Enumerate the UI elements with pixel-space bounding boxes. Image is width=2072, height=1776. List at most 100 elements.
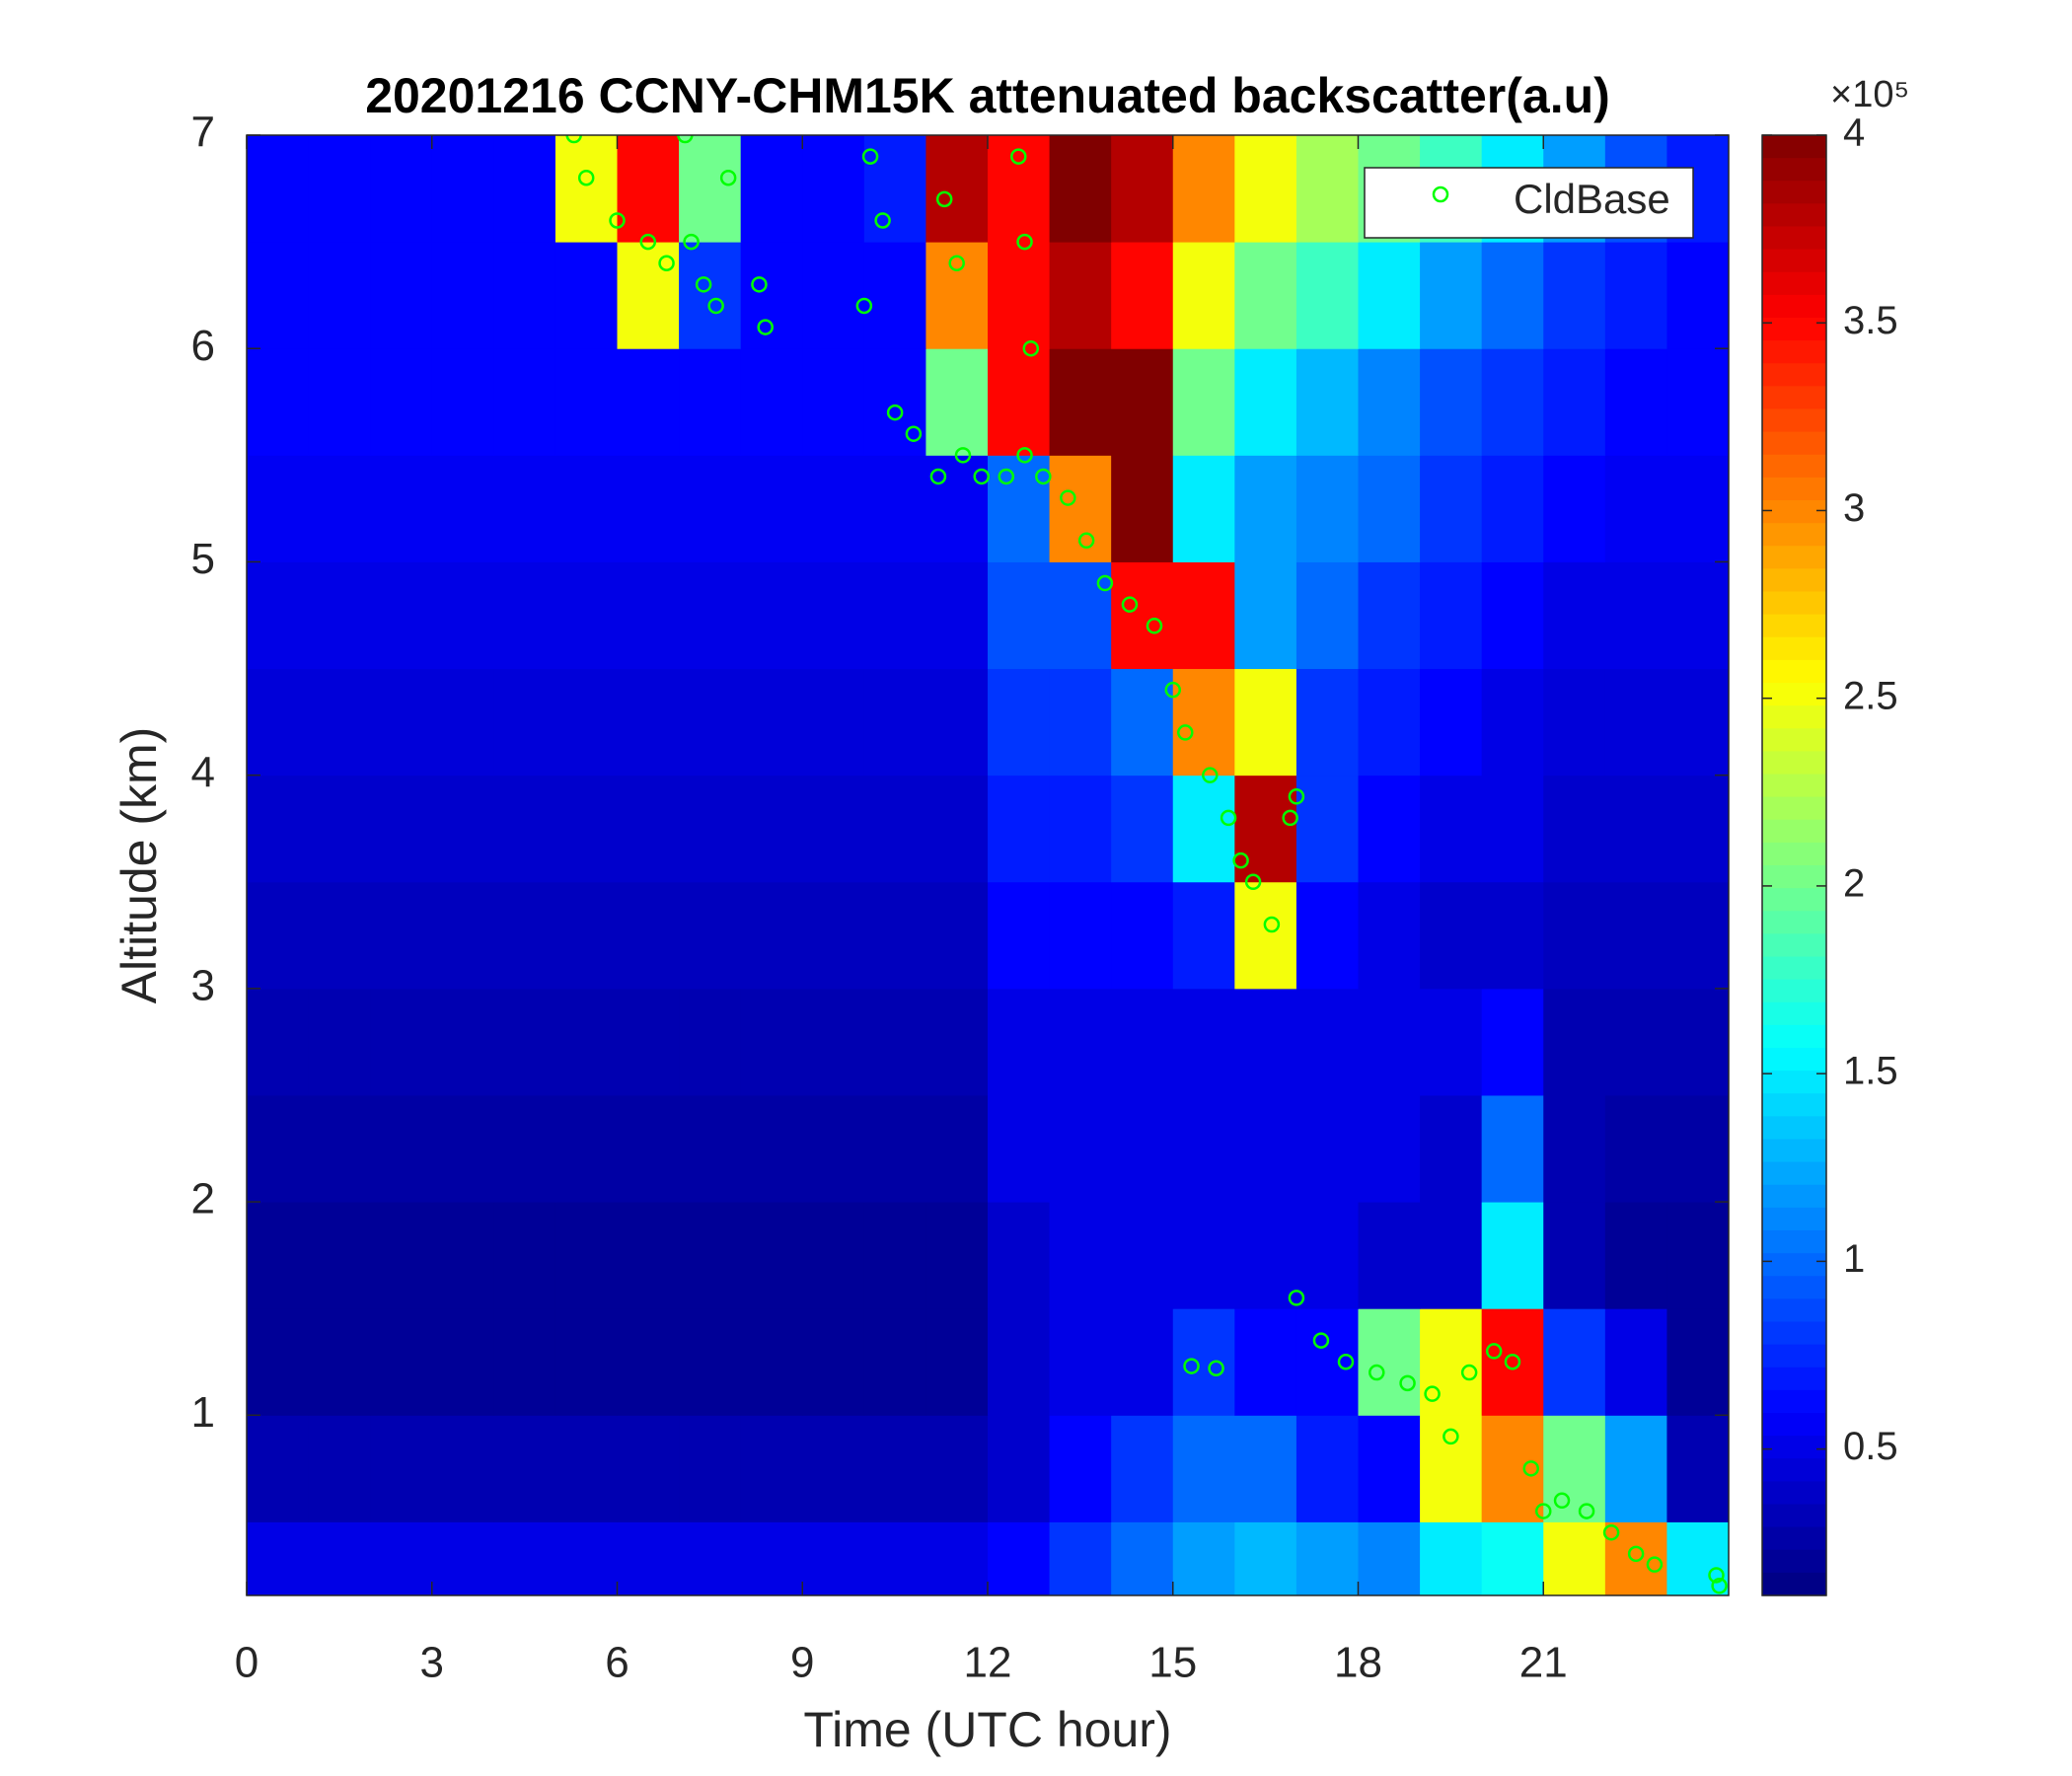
heatmap-cell: [802, 135, 865, 243]
heatmap-cell: [1358, 988, 1421, 1096]
cloud-base-point: [1711, 1578, 1728, 1594]
heatmap-cell: [802, 348, 865, 456]
heatmap-cell: [493, 1308, 556, 1416]
heatmap-cell: [1543, 775, 1606, 883]
heatmap-cell: [1543, 348, 1606, 456]
heatmap-cell: [1666, 1521, 1729, 1595]
heatmap-cell: [740, 988, 803, 1096]
heatmap-cell: [370, 348, 433, 456]
colorbar-step: [1762, 796, 1826, 821]
y-tick-label: 6: [191, 322, 215, 370]
cloud-base-point: [1553, 1492, 1571, 1510]
heatmap-cell: [863, 1094, 926, 1203]
heatmap-cell: [863, 1415, 926, 1522]
heatmap-cell: [431, 1415, 494, 1522]
heatmap-cell: [1049, 1415, 1112, 1522]
heatmap-cell: [1420, 455, 1483, 562]
heatmap-cell: [679, 348, 742, 456]
heatmap-cell: [1666, 1308, 1729, 1416]
heatmap-cell: [802, 1521, 865, 1595]
cloud-base-point: [1164, 681, 1181, 699]
heatmap-cell: [679, 455, 742, 562]
cloud-base-point: [1443, 1428, 1459, 1445]
cloud-base-point: [683, 233, 700, 251]
heatmap-cell: [1049, 775, 1112, 883]
heatmap-cell: [863, 561, 926, 670]
heatmap-cell: [308, 1202, 371, 1309]
cloud-base-point: [954, 447, 972, 464]
heatmap-cell: [617, 1308, 680, 1416]
heatmap-cell: [1295, 561, 1359, 670]
heatmap-cell: [1358, 1202, 1421, 1309]
cloud-base-point: [1177, 724, 1194, 741]
colorbar-step: [1762, 591, 1826, 616]
heatmap-cell: [1049, 988, 1112, 1096]
cloud-base-point: [1022, 339, 1040, 357]
heatmap-cell: [431, 775, 494, 883]
heatmap-cell: [370, 1521, 433, 1595]
heatmap-cell: [493, 1202, 556, 1309]
colorbar-tick-label: 0.5: [1843, 1425, 1898, 1468]
colorbar-tick-label: 2.5: [1843, 674, 1898, 717]
heatmap-cell: [863, 1202, 926, 1309]
cloud-base-point: [973, 468, 990, 485]
heatmap-cell: [802, 455, 865, 562]
heatmap-cell: [679, 1415, 742, 1522]
heatmap-cell: [1420, 775, 1483, 883]
heatmap-cell: [1666, 561, 1729, 670]
heatmap-cell: [1234, 1094, 1297, 1203]
colorbar-step: [1762, 1048, 1826, 1072]
colorbar-step: [1762, 933, 1826, 958]
heatmap-cell: [1420, 881, 1483, 990]
heatmap-cell: [988, 1521, 1051, 1595]
scatter-layer: [565, 135, 1728, 1594]
colorbar-step: [1762, 340, 1826, 364]
colorbar-step: [1762, 318, 1826, 341]
colorbar-step: [1762, 1093, 1826, 1117]
heatmap-cell: [1049, 668, 1112, 777]
heatmap-cell: [925, 1202, 989, 1309]
heatmap-cell: [247, 135, 310, 243]
cloud-base-point: [639, 233, 657, 251]
colorbar-step: [1762, 546, 1826, 569]
colorbar-multiplier: ×10⁵: [1830, 74, 1909, 115]
heatmap-cell: [740, 1308, 803, 1416]
heatmap-cell: [1234, 455, 1297, 562]
heatmap-cell: [740, 561, 803, 670]
heatmap-cell: [617, 881, 680, 990]
heatmap-cell: [988, 1415, 1051, 1522]
colorbar-step: [1762, 454, 1826, 479]
heatmap-cell: [988, 668, 1051, 777]
colorbar-step: [1762, 500, 1826, 524]
colorbar-step: [1762, 979, 1826, 1003]
heatmap-cell: [1295, 881, 1359, 990]
cloud-base-point: [1424, 1385, 1441, 1402]
y-tick-label: 2: [191, 1175, 215, 1223]
heatmap-cell: [1666, 242, 1729, 349]
colorbar-tick-label: 1.5: [1843, 1050, 1898, 1093]
heatmap-cell: [431, 1308, 494, 1416]
heatmap-cell: [863, 455, 926, 562]
colorbar-step: [1762, 1572, 1826, 1596]
heatmap-cell: [988, 1202, 1051, 1309]
heatmap-cell: [247, 988, 310, 1096]
heatmap-cell: [1234, 1415, 1297, 1522]
cloud-base-point: [658, 255, 675, 271]
colorbar-step: [1762, 1321, 1826, 1346]
colorbar-step: [1762, 1504, 1826, 1528]
heatmap-cell: [1543, 561, 1606, 670]
heatmap-cell: [679, 1094, 742, 1203]
heatmap-cell: [988, 988, 1051, 1096]
heatmap-cell: [925, 242, 989, 349]
heatmap-cell: [431, 561, 494, 670]
cloud-base-point: [707, 297, 724, 315]
heatmap-cell: [1295, 1521, 1359, 1595]
heatmap-cell: [679, 668, 742, 777]
cloud-base-point: [1202, 767, 1219, 783]
heatmap-cell: [1234, 668, 1297, 777]
cloud-base-point: [1035, 468, 1052, 485]
heatmap-cell: [988, 1094, 1051, 1203]
heatmap-cell: [740, 1094, 803, 1203]
heatmap-cell: [1172, 135, 1235, 243]
heatmap-cell: [308, 1094, 371, 1203]
